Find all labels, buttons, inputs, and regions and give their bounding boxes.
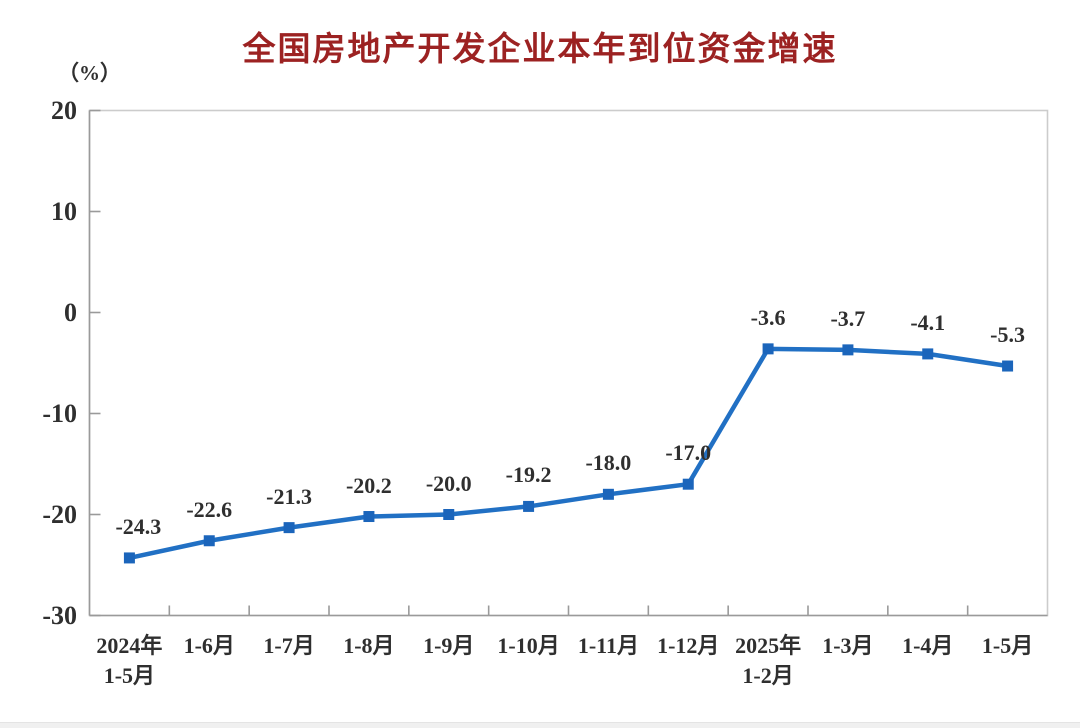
x-axis-label: 1-8月: [304, 631, 434, 661]
data-point-label: -3.7: [830, 305, 866, 331]
data-point-marker: [922, 348, 934, 360]
x-axis-label: 2025年 1-2月: [703, 631, 833, 691]
data-point-marker: [682, 478, 694, 490]
y-axis-unit-label: （%）: [58, 61, 121, 85]
x-axis-label: 1-12月: [623, 631, 753, 661]
x-axis-label-line: 1-5月: [103, 663, 156, 688]
data-point-label: -22.6: [186, 496, 233, 522]
data-point-label: -17.0: [665, 440, 712, 466]
x-axis-label-line: 1-10月: [497, 633, 560, 658]
data-point-label: -21.3: [266, 483, 312, 509]
y-axis-tick-label: 20: [51, 95, 77, 125]
data-point-label: -20.2: [345, 472, 392, 498]
data-point-label: -5.3: [990, 322, 1025, 348]
x-axis-label-line: 2025年: [735, 633, 802, 658]
x-axis-label-line: 1-11月: [577, 633, 639, 658]
x-axis-label-line: 1-5月: [981, 633, 1034, 658]
data-point-marker: [602, 488, 614, 500]
x-axis-label: 1-10月: [464, 631, 594, 661]
data-point-marker: [203, 535, 215, 547]
x-axis-label-line: 1-12月: [657, 633, 720, 658]
x-axis-label-line: 1-2月: [742, 663, 794, 688]
x-axis-label: 2024年 1-5月: [64, 631, 194, 691]
x-axis-label: 1-9月: [384, 631, 514, 661]
data-point-marker: [523, 500, 535, 512]
plot-border: [88, 109, 1049, 617]
x-axis-label-line: 1-6月: [183, 633, 235, 658]
data-point-label: -4.1: [910, 309, 946, 335]
chart-title: 全国房地产开发企业本年到位资金增速: [242, 30, 838, 67]
x-axis-label-line: 1-8月: [343, 633, 395, 658]
data-point-marker: [123, 552, 135, 564]
x-axis-label: 1-7月: [224, 631, 354, 661]
data-point-marker: [842, 344, 854, 356]
data-line: [127, 346, 1010, 561]
x-axis-label-line: 1-9月: [423, 633, 475, 658]
x-axis-label-line: 1-7月: [263, 633, 315, 658]
data-point-label: -20.0: [425, 470, 472, 496]
data-point-label: -3.6: [750, 304, 786, 330]
data-point-marker: [443, 509, 455, 520]
y-axis-tick-label: -20: [42, 499, 77, 529]
data-point-marker: [762, 343, 774, 355]
x-axis-label: 1-5月: [943, 631, 1073, 661]
data-point-label: -18.0: [585, 450, 632, 476]
data-point-marker: [1002, 360, 1014, 372]
data-point-label: -24.3: [115, 513, 162, 539]
x-axis-label: 1-3月: [783, 631, 913, 661]
data-point-label: -19.2: [505, 462, 552, 488]
y-axis-tick-label: 10: [51, 196, 77, 226]
data-point-marker: [363, 511, 375, 523]
x-axis-label-line: 1-3月: [822, 633, 874, 658]
y-axis-tick-label: -10: [42, 398, 77, 428]
y-axis-tick-label: 0: [64, 297, 77, 327]
x-axis-label-line: 2024年: [96, 633, 163, 658]
x-axis-label: 1-4月: [863, 631, 993, 661]
x-axis-label: 1-6月: [144, 631, 274, 661]
data-point-marker: [283, 522, 295, 534]
y-axis-tick-label: -30: [42, 600, 77, 630]
x-axis-label-line: 1-4月: [902, 633, 954, 658]
x-axis-label: 1-11月: [543, 631, 673, 661]
bottom-divider: [0, 722, 1080, 728]
